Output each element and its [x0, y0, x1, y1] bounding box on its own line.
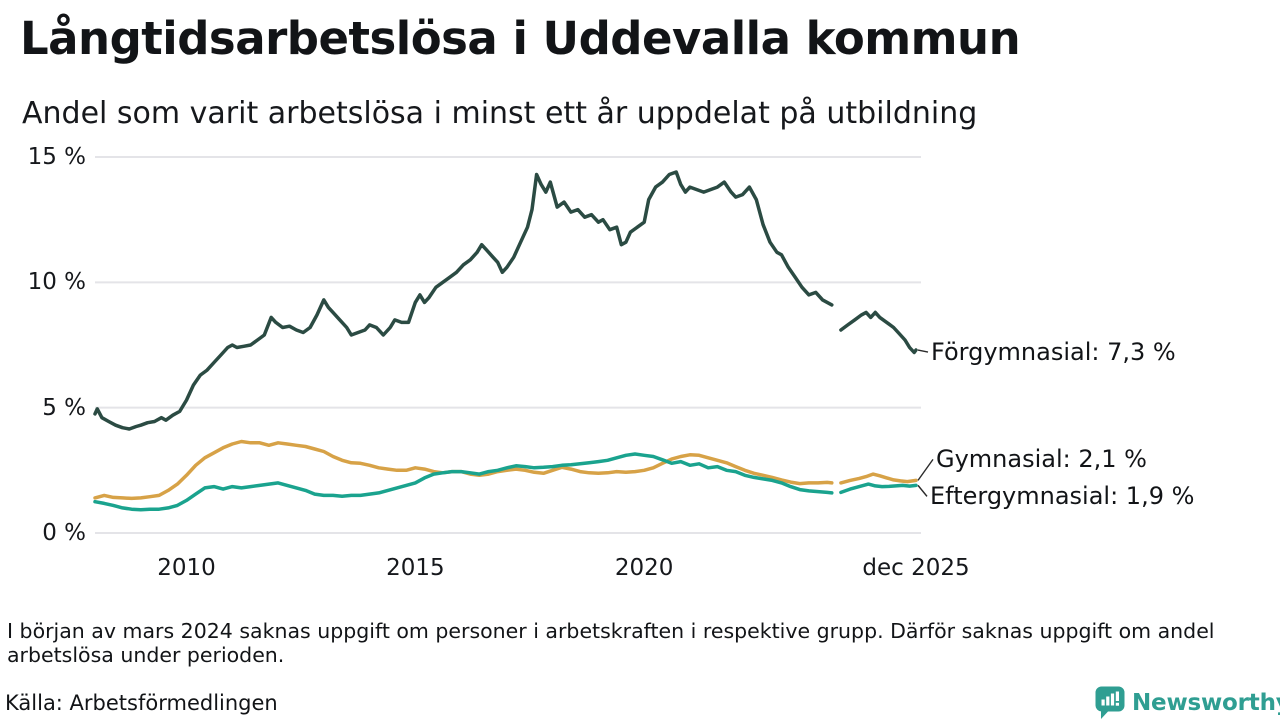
label-leader-förgymnasial [917, 349, 929, 353]
y-tick-label: 5 % [42, 394, 86, 421]
y-tick-label: 15 % [27, 144, 86, 170]
newsworthy-pin-icon [1095, 686, 1125, 719]
label-leader-eftergymnasial [917, 484, 928, 497]
newsworthy-logo-text: Newsworthy [1132, 689, 1280, 716]
series-label-förgymnasial: Förgymnasial: 7,3 % [931, 338, 1176, 366]
series-label-gymnasial: Gymnasial: 2,1 % [936, 445, 1147, 474]
newsworthy-logo: Newsworthy [1095, 686, 1280, 719]
y-tick-label: 0 % [42, 520, 86, 546]
page-subtitle: Andel som varit arbetslösa i minst ett å… [22, 96, 978, 131]
source-attribution: Källa: Arbetsförmedlingen [5, 691, 278, 715]
x-tick-label: 2020 [614, 555, 674, 581]
x-tick-label: dec 2025 [862, 555, 970, 581]
series-line-eftergymnasial [93, 452, 918, 512]
series-line-förgymnasial [93, 170, 918, 431]
x-tick-label: 2015 [386, 555, 445, 581]
page-title: Långtidsarbetslösa i Uddevalla kommun [20, 12, 1021, 65]
series-label-eftergymnasial: Eftergymnasial: 1,9 % [930, 482, 1195, 511]
footnote: I början av mars 2024 saknas uppgift om … [7, 619, 1215, 667]
y-tick-label: 10 % [27, 269, 86, 296]
label-leader-gymnasial [917, 458, 934, 481]
x-tick-label: 2010 [157, 555, 216, 581]
